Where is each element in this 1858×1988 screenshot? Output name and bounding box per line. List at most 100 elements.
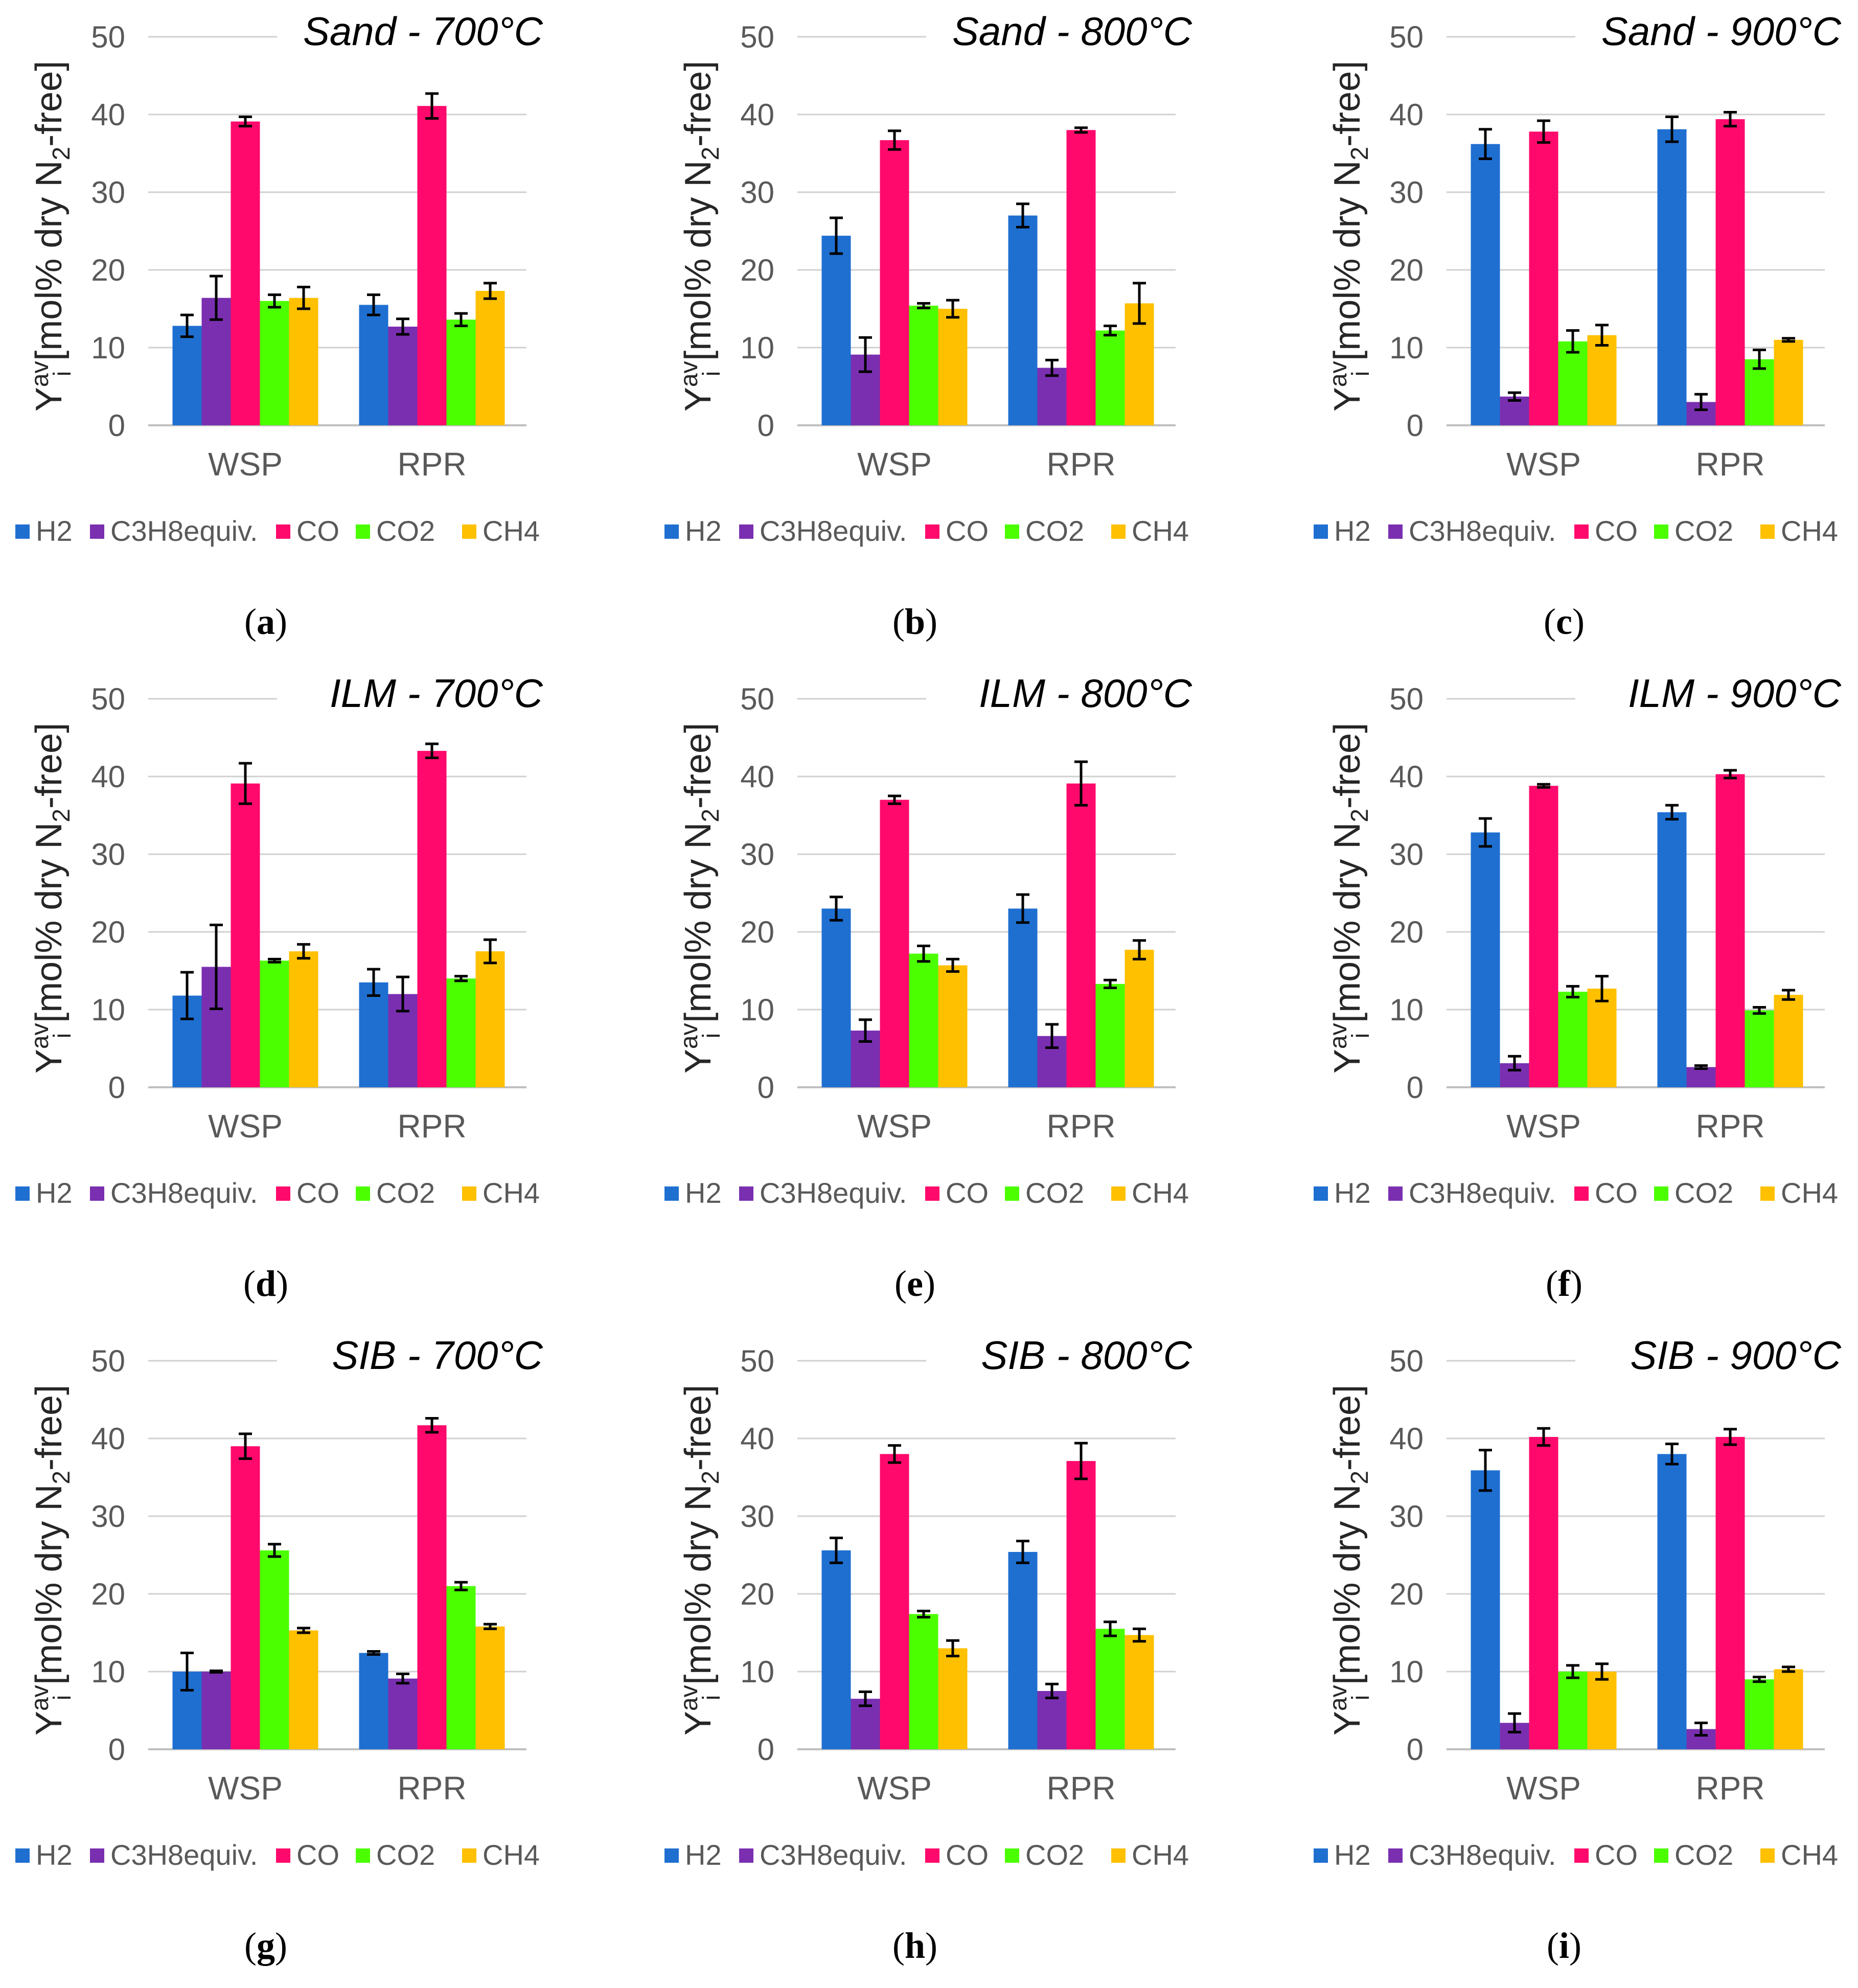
y-tick-label: 20 <box>91 253 125 287</box>
y-tick-label: 0 <box>1407 408 1424 443</box>
legend-label-CH4: CH4 <box>483 1177 540 1209</box>
bar-CO2-RPR <box>446 1586 476 1749</box>
category-label-RPR: RPR <box>397 1770 466 1807</box>
bar-CH4-RPR <box>1774 339 1803 425</box>
legend-label-CH4: CH4 <box>1781 515 1838 547</box>
bar-H2-WSP <box>172 326 202 425</box>
bar-CH4-WSP <box>1587 988 1617 1087</box>
legend-label-H2: H2 <box>685 1177 722 1209</box>
legend-swatch-CO2 <box>1654 1186 1668 1201</box>
y-tick-label: 20 <box>91 1577 125 1611</box>
panel-label: (b) <box>892 601 937 642</box>
legend-swatch-CO <box>1574 1848 1589 1863</box>
legend-swatch-H2 <box>664 1186 679 1201</box>
bar-CO2-RPR <box>446 978 476 1087</box>
bar-C3H8equiv.-RPR <box>1037 368 1067 425</box>
legend-swatch-C3H8equiv. <box>739 1186 753 1201</box>
y-axis-label: Yavi [mol% dry N2-free] <box>676 1385 725 1735</box>
legend-label-C3H8equiv.: C3H8equiv. <box>760 515 907 547</box>
y-tick-label: 50 <box>740 20 774 54</box>
bar-CO-WSP <box>231 1446 260 1749</box>
y-tick-label: 0 <box>108 408 125 443</box>
legend-swatch-C3H8equiv. <box>1388 1848 1403 1863</box>
legend-swatch-CH4 <box>1111 1848 1126 1863</box>
bar-H2-RPR <box>1008 215 1038 425</box>
legend-swatch-C3H8equiv. <box>90 1848 104 1863</box>
y-tick-label: 30 <box>1389 837 1424 872</box>
category-label-RPR: RPR <box>1695 1108 1764 1145</box>
chart-title: SIB - 700°C <box>332 1333 543 1378</box>
legend-label-H2: H2 <box>36 1177 73 1209</box>
legend-swatch-CO2 <box>356 1186 370 1201</box>
legend-swatch-CO <box>1574 1186 1589 1201</box>
y-tick-label: 20 <box>91 915 125 949</box>
y-tick-label: 10 <box>1389 993 1424 1027</box>
chart-title: Sand - 800°C <box>952 9 1192 54</box>
bar-CO2-WSP <box>909 953 938 1087</box>
y-tick-label: 0 <box>108 1070 125 1105</box>
y-tick-label: 50 <box>91 20 125 54</box>
y-tick-label: 0 <box>1407 1070 1424 1105</box>
legend-label-H2: H2 <box>1334 515 1371 547</box>
bar-CH4-RPR <box>1125 1635 1154 1749</box>
title-background <box>1575 1329 1841 1380</box>
y-tick-label: 50 <box>740 682 774 716</box>
legend-label-H2: H2 <box>1334 1839 1371 1871</box>
y-tick-label: 20 <box>740 253 774 287</box>
y-tick-label: 30 <box>1389 1499 1424 1534</box>
y-axis-label: Yavi [mol% dry N2-free] <box>27 723 76 1073</box>
category-label-RPR: RPR <box>1695 1770 1764 1807</box>
category-label-WSP: WSP <box>208 1770 283 1807</box>
legend-swatch-CO <box>276 1186 290 1201</box>
y-axis-label: Yavi [mol% dry N2-free] <box>1325 723 1374 1073</box>
y-tick-label: 0 <box>758 1732 774 1767</box>
legend-label-CO2: CO2 <box>1675 515 1733 547</box>
y-axis-label: Yavi [mol% dry N2-free] <box>1325 61 1374 412</box>
legend-swatch-CO2 <box>1005 1848 1019 1863</box>
y-tick-label: 10 <box>91 331 125 365</box>
bar-C3H8equiv.-WSP <box>201 1672 231 1749</box>
bar-CO-RPR <box>1066 1461 1096 1749</box>
category-label-WSP: WSP <box>1506 1770 1581 1807</box>
legend-swatch-C3H8equiv. <box>739 524 753 539</box>
y-tick-label: 10 <box>740 1655 774 1689</box>
bar-CO2-WSP <box>1558 1672 1588 1749</box>
y-tick-label: 50 <box>91 1344 125 1378</box>
y-tick-label: 30 <box>740 1499 774 1534</box>
legend-label-C3H8equiv.: C3H8equiv. <box>760 1839 907 1871</box>
chart-panel-g: 0 10 20 30 40 50 SIB - 700°C WSP RPR Yavi [mol% d… <box>15 1329 543 1966</box>
y-tick-label: 30 <box>740 837 774 872</box>
legend-swatch-H2 <box>15 524 30 539</box>
bar-C3H8equiv.-RPR <box>388 326 418 425</box>
bar-CH4-RPR <box>1774 995 1803 1087</box>
chart-panel-b: 0 10 20 30 40 50 Sand - 800°C WSP RPR Yavi [mol% … <box>664 5 1192 642</box>
category-label-WSP: WSP <box>208 446 283 483</box>
legend-label-CO2: CO2 <box>1025 1177 1084 1209</box>
chart-panel-d: 0 10 20 30 40 50 ILM - 700°C WSP RPR Yavi [mol% d… <box>15 667 543 1304</box>
bar-H2-RPR <box>1657 812 1687 1087</box>
legend-label-CH4: CH4 <box>483 515 540 547</box>
panel-label: (d) <box>243 1263 288 1304</box>
bar-CO2-WSP <box>1558 992 1588 1087</box>
legend-label-CO: CO <box>1595 1839 1638 1871</box>
bar-C3H8equiv.-RPR <box>1686 1067 1716 1087</box>
title-background <box>926 5 1192 56</box>
y-tick-label: 0 <box>758 1070 774 1105</box>
bar-CO-WSP <box>880 1454 909 1749</box>
chart-title: Sand - 700°C <box>303 9 543 54</box>
legend-swatch-CH4 <box>1111 524 1126 539</box>
panel-label: (e) <box>894 1263 935 1304</box>
legend-swatch-CO2 <box>1005 524 1019 539</box>
bar-CO2-RPR <box>1095 1629 1125 1749</box>
bar-CO2-RPR <box>1095 330 1125 425</box>
legend-label-C3H8equiv.: C3H8equiv. <box>110 515 258 547</box>
bar-CO2-RPR <box>446 319 476 425</box>
legend-swatch-CO2 <box>356 1848 370 1863</box>
panel-label: (f) <box>1546 1263 1582 1304</box>
category-label-WSP: WSP <box>857 446 932 483</box>
legend-label-CO2: CO2 <box>1675 1177 1733 1209</box>
y-tick-label: 10 <box>1389 1655 1424 1689</box>
y-tick-label: 40 <box>91 760 125 794</box>
legend-swatch-CH4 <box>462 1848 476 1863</box>
bar-CO-WSP <box>1529 131 1558 425</box>
